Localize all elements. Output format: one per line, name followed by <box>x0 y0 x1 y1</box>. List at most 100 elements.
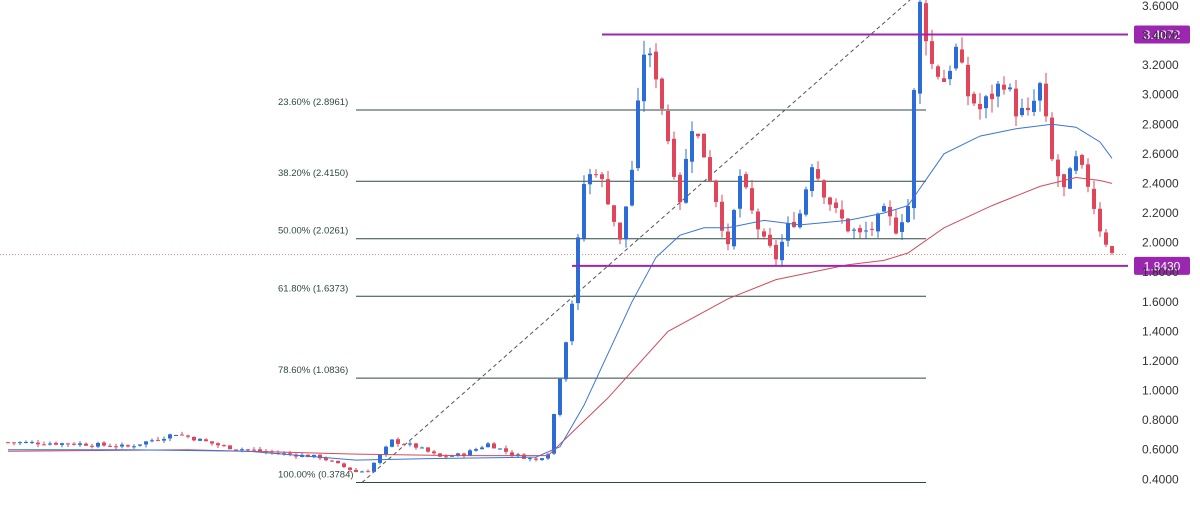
candle-body <box>1026 107 1030 111</box>
y-tick-label: 3.2000 <box>1142 58 1179 72</box>
candle-body <box>588 174 592 185</box>
candle-body <box>654 51 658 80</box>
candle-body <box>408 443 412 445</box>
candle-body <box>90 445 94 447</box>
candle-body <box>228 445 232 450</box>
candle-body <box>384 446 388 455</box>
candle-body <box>354 469 358 473</box>
candle-body <box>954 46 958 69</box>
candle-body <box>462 453 466 456</box>
candle-body <box>828 197 832 205</box>
y-tick-label: 0.4000 <box>1142 472 1179 486</box>
candle-body <box>432 451 436 454</box>
y-tick-label: 2.6000 <box>1142 147 1179 161</box>
candle-body <box>522 454 526 459</box>
candlestick-series <box>6 0 1114 473</box>
candle-body <box>894 217 898 234</box>
candle-body <box>486 443 490 448</box>
candle-body <box>918 1 922 94</box>
candle-body <box>324 457 328 461</box>
price-axis[interactable]: 0.4000 0.6000 0.8000 1.0000 1.2000 1.4000 1.60… <box>1142 0 1179 486</box>
candle-body <box>1056 159 1060 177</box>
price-tag-label: 3.4072 <box>1144 28 1181 42</box>
trend-line-layer[interactable] <box>0 0 1128 483</box>
candle-body <box>450 455 454 457</box>
candle-body <box>660 78 664 109</box>
candle-body <box>720 201 724 231</box>
candle-body <box>342 463 346 468</box>
candle-body <box>846 218 850 232</box>
candle-body <box>786 223 790 241</box>
candle-body <box>36 442 40 445</box>
candle-body <box>810 167 814 192</box>
candle-body <box>684 158 688 203</box>
candle-body <box>534 458 538 460</box>
horizontal-lines[interactable]: 3.4072 1.8430 <box>572 25 1190 275</box>
candle-body <box>240 449 244 451</box>
candle-body <box>54 442 58 445</box>
candle-body <box>402 444 406 446</box>
price-tag-label: 1.8430 <box>1144 259 1181 273</box>
candle-body <box>468 450 472 456</box>
y-tick-label: 2.8000 <box>1142 117 1179 131</box>
candle-body <box>948 70 952 80</box>
candle-body <box>876 213 880 232</box>
y-tick-label: 3.0000 <box>1142 88 1179 102</box>
candle-body <box>648 53 652 56</box>
candle-body <box>1008 87 1012 90</box>
candle-body <box>330 460 334 462</box>
fib-level-label: 78.60% (1.0836) <box>278 365 348 376</box>
candle-body <box>756 211 760 230</box>
fibonacci-retracement[interactable]: 23.60% (2.8961) 38.20% (2.4150) 50.00% (2.… <box>278 97 926 483</box>
candle-body <box>492 443 496 449</box>
candle-body <box>198 438 202 441</box>
candle-body <box>558 378 562 415</box>
candle-body <box>96 442 100 447</box>
trend-line[interactable] <box>361 0 920 483</box>
candle-body <box>1080 155 1084 165</box>
candle-body <box>414 443 418 448</box>
candle-body <box>732 210 736 247</box>
candle-body <box>864 230 868 232</box>
candle-body <box>12 442 16 444</box>
candle-body <box>24 441 28 443</box>
candle-body <box>702 133 706 158</box>
candle-body <box>114 446 118 448</box>
y-tick-label: 1.8000 <box>1142 265 1179 279</box>
candle-body <box>396 439 400 444</box>
candle-body <box>624 206 628 240</box>
candle-body <box>1032 100 1036 112</box>
fib-level-label: 50.00% (2.0261) <box>278 226 348 237</box>
candle-body <box>120 444 124 447</box>
candle-body <box>72 443 76 445</box>
candle-body <box>18 442 22 444</box>
candle-body <box>618 222 622 240</box>
candle-body <box>474 449 478 451</box>
candle-body <box>804 189 808 215</box>
candle-body <box>186 435 190 437</box>
candle-body <box>672 138 676 177</box>
candle-body <box>1050 117 1054 160</box>
y-tick-label: 0.6000 <box>1142 443 1179 457</box>
candle-body <box>132 446 136 448</box>
candle-body <box>546 454 550 459</box>
candle-body <box>570 303 574 342</box>
y-tick-label: 1.6000 <box>1142 295 1179 309</box>
candle-body <box>906 206 910 223</box>
candle-body <box>390 439 394 447</box>
candle-body <box>78 443 82 445</box>
candle-body <box>504 448 508 452</box>
candle-body <box>576 237 580 304</box>
candle-body <box>984 96 988 109</box>
y-tick-label: 1.0000 <box>1142 384 1179 398</box>
candle-body <box>780 241 784 261</box>
candle-body <box>108 445 112 447</box>
slow-moving-average-line <box>7 176 1113 457</box>
candle-body <box>246 449 250 451</box>
candle-body <box>216 443 220 446</box>
candle-body <box>774 244 778 260</box>
candle-body <box>762 231 766 237</box>
candle-body <box>990 93 994 100</box>
